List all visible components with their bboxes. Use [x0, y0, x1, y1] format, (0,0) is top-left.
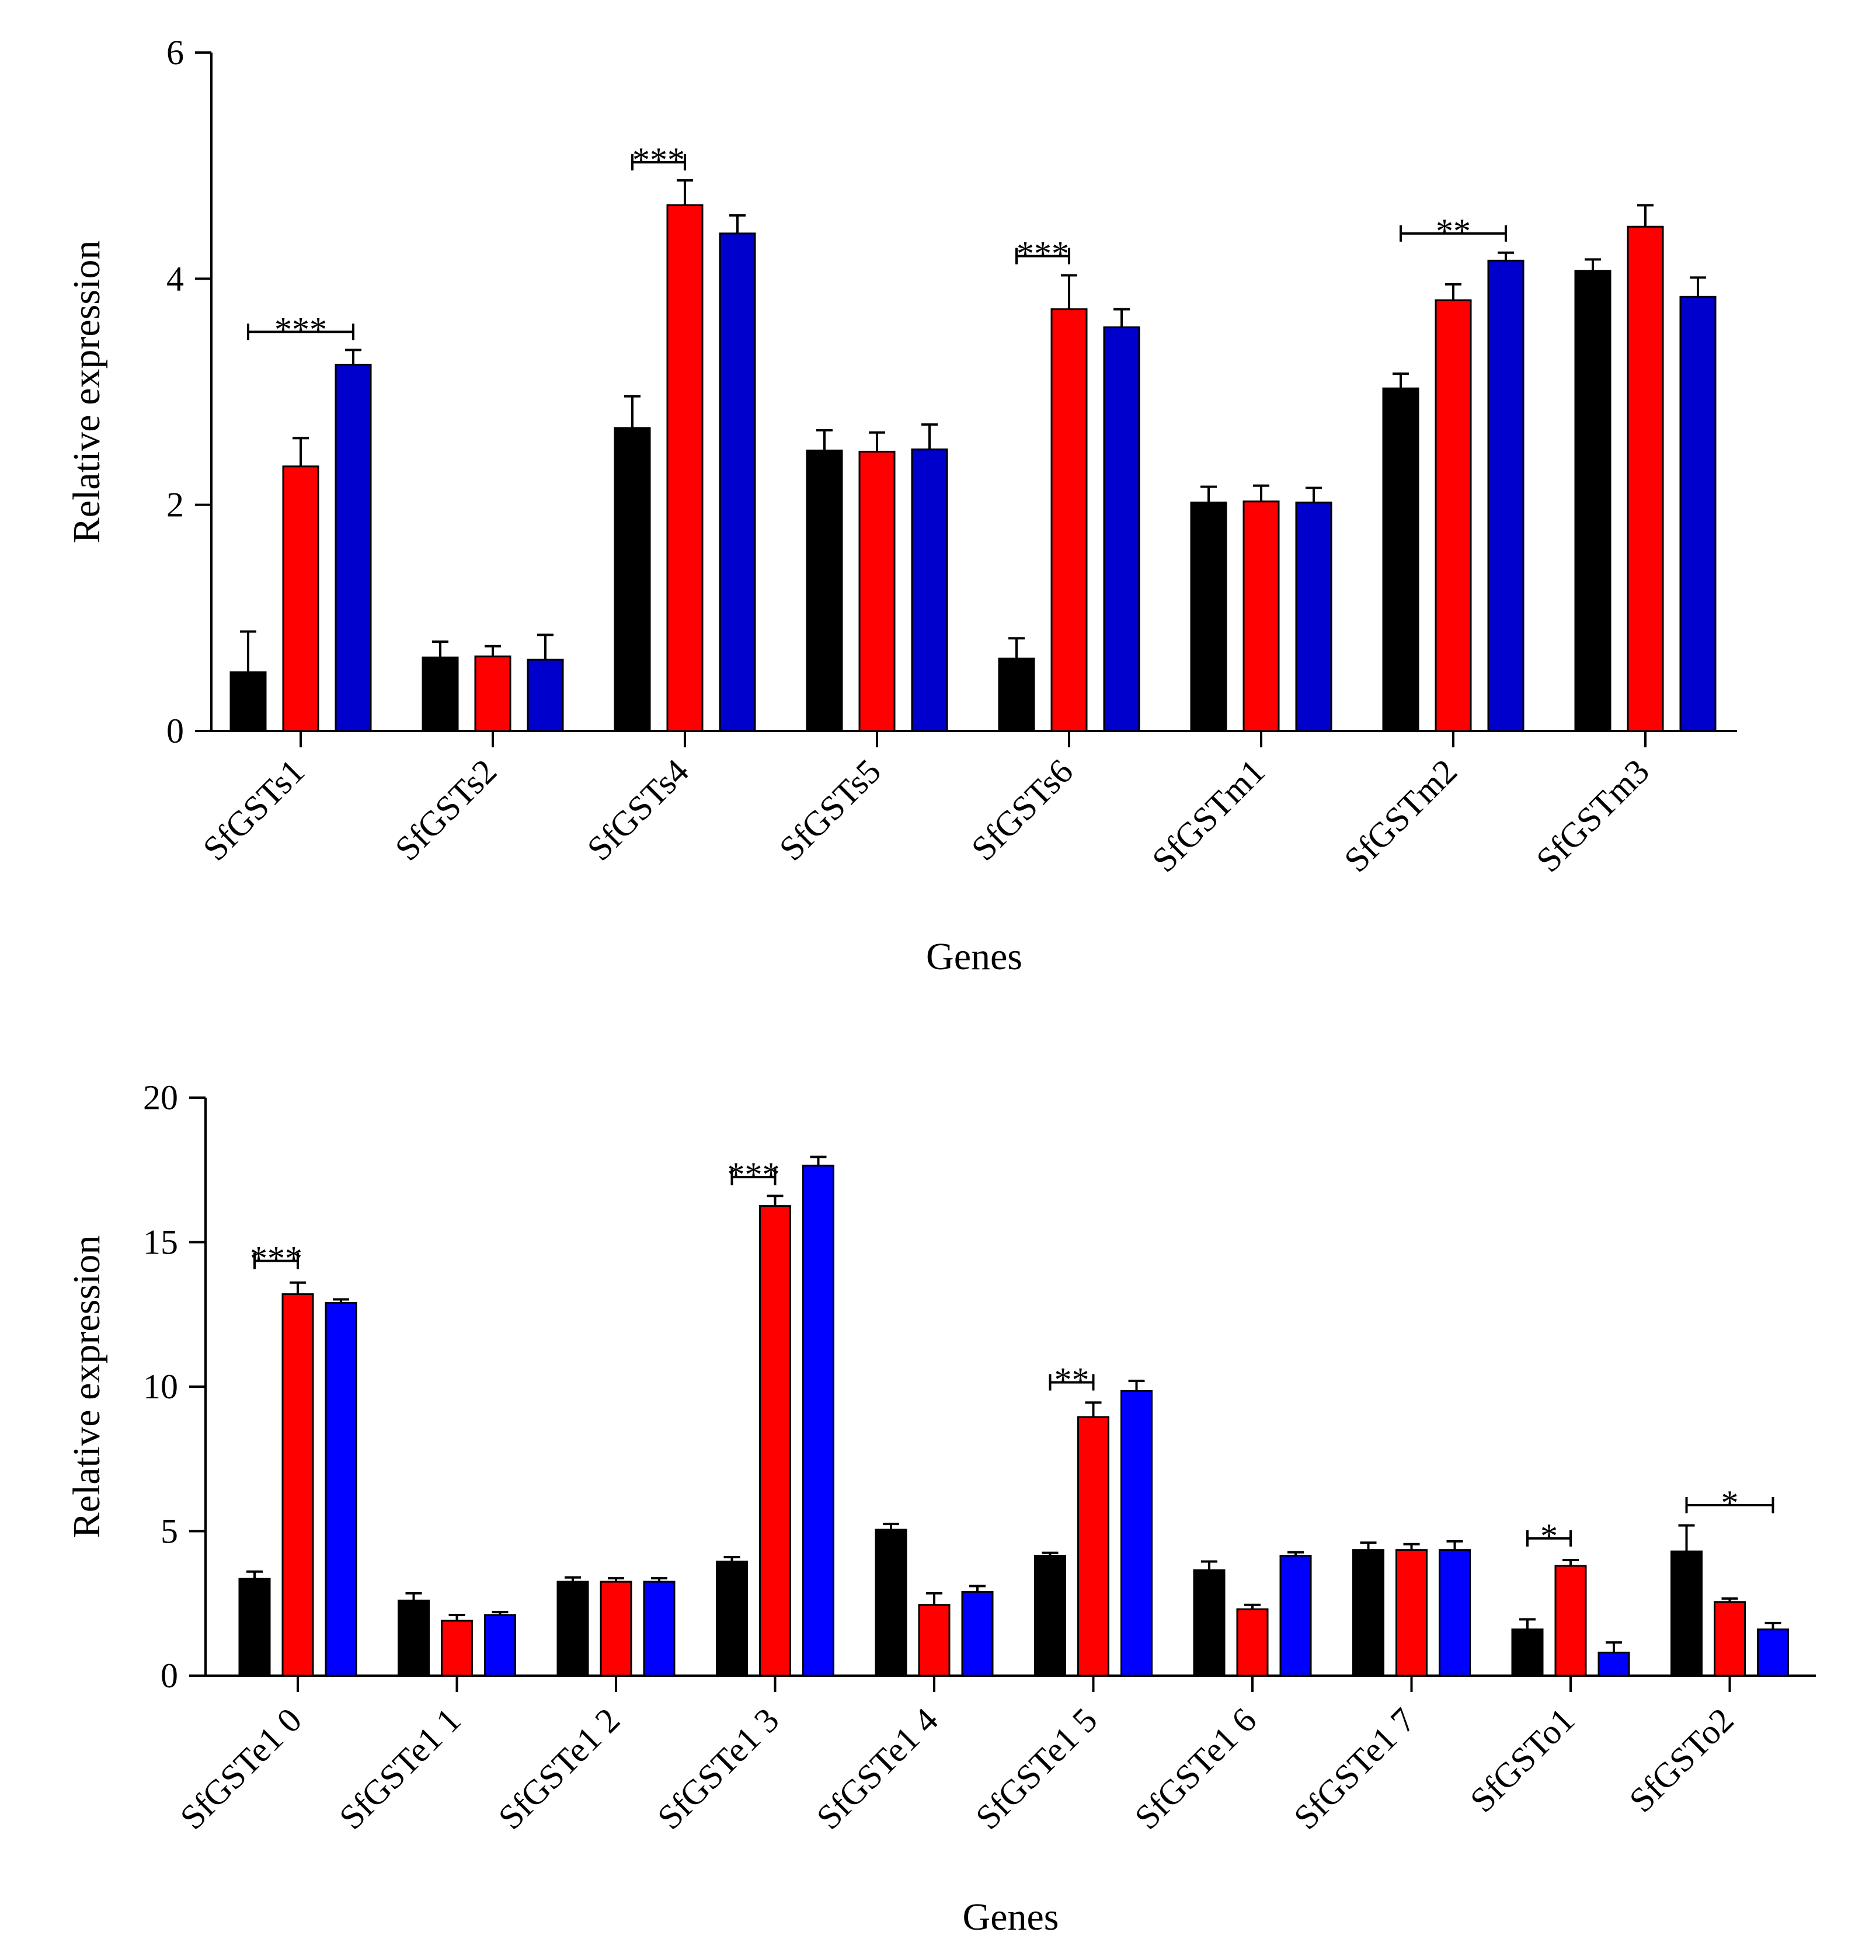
bar	[911, 448, 948, 732]
bar	[1242, 500, 1280, 732]
bar	[998, 657, 1035, 732]
bar	[1034, 1555, 1066, 1677]
bar	[666, 204, 704, 732]
x-tick-label: SfGSTo1	[1463, 1701, 1582, 1820]
bar	[1574, 270, 1612, 732]
bar	[1757, 1628, 1789, 1677]
bar	[556, 1580, 589, 1677]
bar	[335, 364, 372, 732]
chart-top: 0 2 4 6 SfGSTs1 SfGSTs2 SfGSTs4 SfGSTs5 SfGSTs6 S…	[65, 33, 1737, 978]
x-tick-label: SfGSTe1 4	[809, 1701, 945, 1837]
bar	[1382, 387, 1419, 732]
x-axis-title: Genes	[963, 1896, 1059, 1938]
y-tick-label: 4	[166, 259, 184, 298]
significance-label: ***	[728, 1155, 780, 1194]
bar	[802, 1164, 834, 1677]
significance-label: ***	[274, 310, 327, 349]
bar	[806, 450, 843, 732]
x-tick-label: SfGSTe1 5	[968, 1701, 1104, 1837]
bar	[282, 465, 319, 732]
bar	[858, 451, 896, 732]
x-tick-label: SfGSTe1 0	[173, 1701, 309, 1837]
x-tick-label: SfGSTm2	[1336, 752, 1464, 880]
bar	[422, 656, 459, 732]
y-tick-label: 0	[166, 712, 184, 750]
x-tick-label: SfGSTo2	[1622, 1701, 1741, 1820]
bar	[527, 659, 564, 732]
y-tick-label: 0	[161, 1656, 178, 1695]
bar	[1077, 1416, 1109, 1677]
y-tick-label: 20	[143, 1078, 178, 1117]
x-tick-label: SfGSTs2	[388, 752, 504, 868]
x-tick-label: SfGSTe1 6	[1127, 1701, 1264, 1837]
bar	[759, 1205, 791, 1677]
y-axis-title: Relative expression	[65, 1235, 108, 1538]
significance-label: **	[1436, 212, 1471, 250]
bar	[1236, 1608, 1269, 1677]
bar	[1714, 1601, 1746, 1677]
y-tick-label: 2	[166, 486, 184, 524]
bar	[441, 1620, 473, 1677]
bar	[1103, 326, 1140, 732]
bar	[875, 1529, 907, 1677]
x-tick-label: SfGSTm1	[1144, 752, 1272, 880]
y-axis-title: Relative expression	[65, 241, 108, 544]
bar	[600, 1580, 632, 1677]
significance-label: **	[1054, 1361, 1090, 1399]
bar	[1670, 1550, 1703, 1677]
bar	[1554, 1565, 1587, 1677]
bar	[325, 1301, 357, 1677]
significance-label: *	[1721, 1484, 1739, 1522]
y-tick-label: 6	[166, 33, 184, 72]
bar	[643, 1580, 676, 1677]
x-tick-label: SfGSTs1	[196, 752, 312, 868]
significance-label: *	[1540, 1517, 1558, 1555]
bar	[1627, 225, 1664, 732]
y-tick-label: 5	[161, 1512, 178, 1551]
bar	[961, 1590, 994, 1677]
bar	[1511, 1628, 1544, 1677]
x-tick-label: SfGSTs6	[964, 752, 1080, 868]
x-axis-title: Genes	[926, 935, 1022, 978]
significance-label: ***	[1017, 235, 1069, 273]
bar	[1193, 1569, 1226, 1677]
bar	[1279, 1555, 1312, 1677]
x-tick-label: SfGSTs5	[772, 752, 888, 868]
bar	[1487, 259, 1525, 732]
bar	[1190, 502, 1227, 732]
bar	[474, 655, 511, 732]
bar	[1439, 1549, 1471, 1677]
y-tick-label: 10	[143, 1367, 178, 1406]
bar	[229, 671, 267, 732]
bar	[918, 1604, 951, 1677]
bar	[719, 232, 756, 732]
x-tick-label: SfGSTm3	[1529, 752, 1656, 880]
x-tick-label: SfGSTe1 1	[332, 1701, 468, 1837]
bar	[238, 1578, 271, 1677]
x-tick-label: SfGSTe1 7	[1286, 1701, 1422, 1837]
bar	[1395, 1549, 1428, 1677]
bar	[1352, 1549, 1384, 1677]
y-tick-label: 15	[143, 1223, 178, 1262]
bar	[1597, 1651, 1630, 1677]
bar	[1120, 1390, 1153, 1677]
bar	[716, 1560, 748, 1677]
bar	[1679, 295, 1717, 732]
bar	[398, 1599, 430, 1677]
bar	[1435, 299, 1472, 732]
bar	[614, 427, 651, 732]
significance-label: ***	[250, 1240, 302, 1278]
bar	[281, 1293, 314, 1677]
significance-label: ***	[632, 141, 685, 179]
bar	[1050, 308, 1088, 732]
bar	[484, 1614, 516, 1677]
x-tick-label: SfGSTe1 2	[491, 1701, 627, 1837]
bar	[1295, 502, 1332, 732]
x-tick-label: SfGSTs4	[580, 752, 696, 868]
x-tick-label: SfGSTe1 3	[650, 1701, 786, 1837]
